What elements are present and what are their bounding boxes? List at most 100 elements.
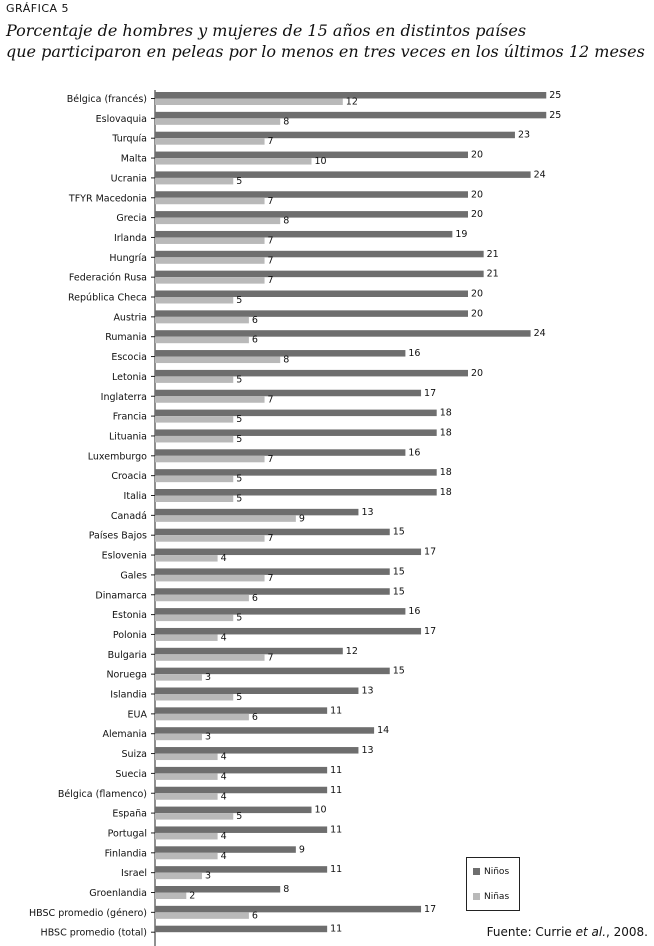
bar-ninos	[155, 489, 437, 496]
bar-ninas	[155, 197, 265, 205]
bar-ninos	[155, 191, 468, 198]
data-label-ninas: 6	[252, 712, 258, 723]
data-label-ninos: 13	[361, 745, 373, 756]
bar-ninas	[155, 118, 281, 125]
bar-ninos	[155, 369, 468, 377]
legend-label-ninos: Niños	[484, 867, 510, 877]
bar-ninos	[155, 568, 390, 575]
bar-ninas	[155, 217, 281, 225]
data-label-ninas: 3	[205, 672, 211, 683]
data-label-ninas: 7	[268, 196, 274, 207]
data-label-ninos: 15	[393, 566, 405, 577]
bar-ninas	[155, 694, 234, 701]
category-label: Malta	[121, 154, 147, 165]
source-prefix: Fuente: Currie	[486, 925, 576, 939]
data-label-ninos: 17	[424, 904, 436, 915]
bar-ninas	[155, 713, 249, 721]
data-label-ninas: 8	[283, 216, 289, 227]
bar-ninas	[155, 892, 187, 899]
data-label-ninas: 7	[268, 533, 274, 544]
source-note: Fuente: Currie et al., 2008.	[487, 925, 648, 939]
bar-ninas	[155, 535, 265, 542]
bar-ninas	[155, 316, 249, 324]
data-label-ninos: 18	[440, 427, 452, 438]
data-label-ninas: 10	[315, 156, 327, 167]
bar-ninos	[155, 310, 468, 317]
bar-ninas	[155, 674, 202, 681]
bar-ninas	[155, 297, 234, 304]
category-label: Israel	[121, 868, 147, 879]
chart-title: Porcentaje de hombres y mujeres de 15 añ…	[6, 20, 651, 62]
category-label: Suiza	[122, 749, 148, 760]
data-label-ninos: 20	[471, 368, 483, 379]
data-label-ninas: 7	[268, 652, 274, 663]
bar-ninos	[155, 846, 296, 853]
bar-ninos	[155, 727, 375, 734]
bar-ninas	[155, 396, 265, 403]
bar-ninas	[155, 813, 234, 820]
data-label-ninos: 18	[440, 467, 452, 478]
data-label-ninos: 11	[330, 864, 342, 875]
data-label-ninos: 11	[330, 824, 342, 835]
bar-ninos	[155, 92, 547, 99]
bar-ninos	[155, 350, 406, 357]
bar-ninos	[155, 866, 328, 873]
chart-title-line-2: que participaron en peleas por lo menos …	[6, 42, 645, 61]
data-label-ninos: 12	[346, 646, 358, 657]
data-label-ninas: 4	[221, 771, 227, 782]
data-label-ninos: 18	[440, 408, 452, 419]
legend-swatch-ninos	[473, 868, 480, 875]
bar-ninas	[155, 574, 265, 582]
bar-ninos	[155, 627, 422, 635]
category-label: Francia	[113, 412, 147, 423]
category-label: Polonia	[113, 630, 147, 641]
data-label-ninas: 5	[236, 434, 242, 445]
bar-ninas	[155, 257, 265, 264]
category-label: Noruega	[106, 670, 147, 681]
bar-ninos	[155, 111, 547, 119]
data-label-ninos: 11	[330, 785, 342, 796]
bar-ninas	[155, 356, 281, 364]
data-label-ninas: 5	[236, 474, 242, 485]
data-label-ninas: 3	[205, 732, 211, 743]
bar-ninas	[155, 773, 218, 780]
data-label-ninos: 13	[361, 507, 373, 518]
data-label-ninos: 8	[283, 884, 289, 895]
data-label-ninas: 5	[236, 494, 242, 505]
data-label-ninos: 21	[487, 249, 499, 260]
legend-entry-ninas: Niñas	[473, 892, 509, 902]
bar-ninos	[155, 409, 437, 417]
category-label: Bulgaria	[108, 650, 147, 661]
bar-ninas	[155, 852, 218, 860]
data-label-ninos: 10	[315, 805, 327, 816]
bar-ninas	[155, 376, 234, 383]
bar-ninas	[155, 515, 296, 522]
data-label-ninas: 7	[268, 255, 274, 266]
data-label-ninas: 9	[299, 513, 305, 524]
bar-ninos	[155, 151, 468, 159]
data-label-ninos: 11	[330, 765, 342, 776]
category-label: Suecia	[115, 769, 147, 780]
bar-ninas	[155, 455, 265, 463]
chart-title-line-1: Porcentaje de hombres y mujeres de 15 añ…	[6, 21, 527, 40]
bar-ninos	[155, 469, 437, 476]
bar-ninos	[155, 429, 437, 436]
data-label-ninas: 7	[268, 136, 274, 147]
bar-ninos	[155, 548, 422, 556]
bar-ninos	[155, 707, 328, 714]
data-label-ninas: 7	[268, 394, 274, 405]
data-label-ninas: 5	[236, 295, 242, 306]
bar-ninas	[155, 158, 312, 165]
data-label-ninos: 17	[424, 626, 436, 637]
bar-ninos	[155, 905, 422, 913]
category-label: Hungría	[109, 253, 147, 264]
data-label-ninas: 6	[252, 593, 258, 604]
bar-ninos	[155, 806, 312, 814]
category-label: HBSC promedio (total)	[41, 928, 147, 939]
bar-ninas	[155, 277, 265, 284]
data-label-ninos: 16	[408, 606, 420, 617]
data-label-ninos: 11	[330, 705, 342, 716]
bar-ninas	[155, 872, 202, 880]
data-label-ninas: 7	[268, 235, 274, 246]
bar-ninos	[155, 171, 531, 178]
